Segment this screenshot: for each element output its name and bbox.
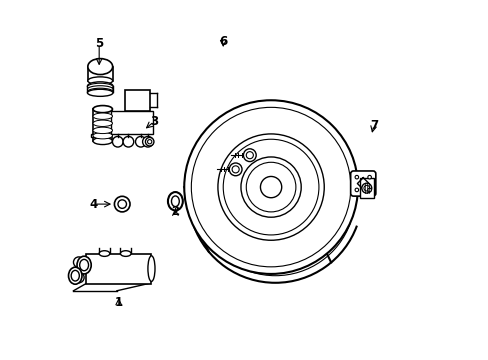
Circle shape: [145, 138, 154, 146]
Ellipse shape: [87, 83, 113, 90]
Ellipse shape: [167, 192, 183, 211]
Bar: [124, 90, 149, 111]
Circle shape: [246, 152, 253, 159]
Circle shape: [354, 188, 358, 192]
Ellipse shape: [87, 88, 113, 95]
Text: 6: 6: [219, 35, 227, 48]
Ellipse shape: [77, 256, 91, 274]
Circle shape: [363, 185, 369, 191]
Text: 3: 3: [150, 115, 158, 128]
Bar: [86, 253, 151, 284]
Circle shape: [241, 157, 301, 217]
Circle shape: [135, 136, 146, 147]
Bar: [359, 178, 373, 198]
Ellipse shape: [80, 260, 88, 271]
Circle shape: [243, 149, 256, 162]
Bar: [110, 111, 153, 134]
Circle shape: [367, 175, 370, 179]
Circle shape: [112, 136, 123, 147]
Ellipse shape: [73, 257, 84, 267]
Ellipse shape: [171, 196, 179, 207]
Ellipse shape: [87, 82, 113, 90]
Circle shape: [361, 183, 371, 193]
Circle shape: [218, 134, 324, 240]
Circle shape: [246, 162, 295, 212]
Ellipse shape: [87, 86, 113, 93]
Ellipse shape: [93, 132, 112, 139]
Ellipse shape: [73, 272, 84, 283]
Text: 2: 2: [171, 206, 179, 219]
Ellipse shape: [93, 120, 112, 126]
Circle shape: [142, 136, 153, 147]
FancyBboxPatch shape: [350, 171, 375, 196]
Circle shape: [260, 176, 281, 198]
Ellipse shape: [68, 267, 82, 284]
Circle shape: [114, 196, 130, 212]
Ellipse shape: [88, 77, 112, 85]
Ellipse shape: [88, 59, 112, 75]
Circle shape: [123, 136, 133, 147]
Circle shape: [223, 139, 318, 235]
Circle shape: [147, 140, 151, 144]
Ellipse shape: [93, 127, 112, 134]
Circle shape: [184, 100, 357, 274]
Circle shape: [232, 166, 239, 173]
Circle shape: [118, 200, 126, 208]
Text: 4: 4: [90, 198, 98, 211]
Text: 7: 7: [369, 118, 377, 131]
Ellipse shape: [93, 105, 112, 113]
Ellipse shape: [87, 89, 113, 96]
Ellipse shape: [71, 270, 79, 281]
Circle shape: [367, 188, 370, 192]
Circle shape: [354, 175, 358, 179]
Ellipse shape: [147, 256, 155, 282]
Ellipse shape: [93, 138, 112, 145]
Circle shape: [229, 163, 242, 176]
Circle shape: [191, 107, 350, 267]
Ellipse shape: [93, 113, 112, 120]
Text: 5: 5: [95, 37, 103, 50]
Ellipse shape: [99, 251, 110, 256]
Ellipse shape: [120, 251, 131, 256]
Bar: [91, 134, 99, 138]
Text: 1: 1: [114, 296, 122, 309]
